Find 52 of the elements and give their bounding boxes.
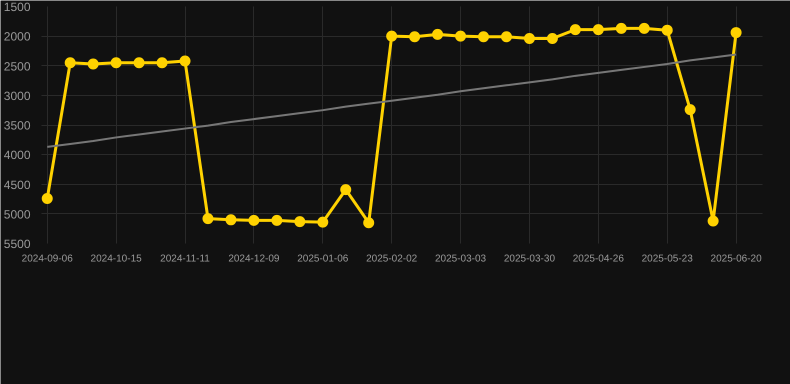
y-tick-label: 3500	[4, 118, 31, 132]
point	[225, 214, 236, 226]
y-tick-label: 2000	[4, 30, 31, 44]
point	[317, 216, 328, 228]
x-tick-label: 2024-10-15	[90, 254, 142, 264]
x-tick-label: 2025-01-06	[297, 254, 349, 264]
y-tick-label: 2500	[4, 59, 31, 74]
point	[570, 24, 581, 36]
point	[110, 57, 122, 68]
x-tick-label: 2025-05-23	[642, 254, 694, 264]
point	[156, 57, 168, 68]
point	[616, 22, 627, 34]
x-tick-label: 2025-06-20	[710, 254, 762, 264]
point	[478, 31, 490, 42]
point	[432, 28, 444, 40]
point	[592, 24, 604, 36]
point	[88, 58, 99, 70]
point	[455, 30, 466, 42]
point	[386, 30, 398, 42]
point	[409, 31, 420, 42]
point	[500, 31, 512, 42]
x-tick-label: 2025-04-26	[572, 254, 624, 264]
point	[271, 214, 282, 226]
point	[730, 27, 742, 38]
y-tick-label: 5000	[4, 207, 31, 222]
y-tick-label: 5500	[4, 237, 31, 251]
point	[708, 215, 719, 226]
point	[134, 57, 145, 68]
x-tick-label: 2025-02-02	[366, 254, 418, 264]
point	[684, 104, 696, 116]
point	[294, 216, 306, 228]
x-tick-label: 2024-11-11	[160, 254, 210, 264]
y-tick-label: 3000	[4, 88, 31, 103]
point	[524, 33, 535, 44]
point	[202, 213, 214, 224]
point	[662, 24, 673, 36]
point	[340, 184, 352, 196]
y-tick-label: 4500	[4, 178, 31, 192]
point	[248, 214, 260, 226]
point	[64, 57, 76, 68]
point	[180, 56, 191, 66]
point	[363, 217, 374, 228]
x-tick-label: 2025-03-03	[434, 254, 487, 264]
point	[638, 22, 650, 34]
y-tick-label: 1500	[4, 0, 31, 14]
y-tick-label: 4000	[4, 148, 31, 162]
point	[546, 33, 558, 44]
x-tick-label: 2024-09-06	[22, 254, 74, 264]
point	[42, 192, 53, 204]
x-tick-label: 2025-03-30	[504, 254, 556, 264]
line-series	[46, 53, 738, 148]
x-tick-label: 2024-12-09	[228, 254, 280, 264]
